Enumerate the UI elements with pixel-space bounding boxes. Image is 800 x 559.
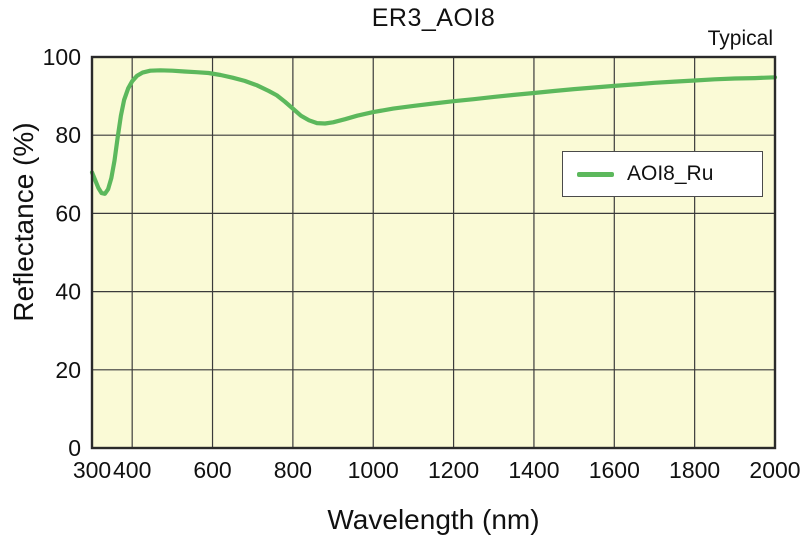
y-tick-label: 0: [68, 435, 81, 461]
legend-series-label: AOI8_Ru: [627, 162, 714, 185]
series-line-AOI8_Ru: [89, 68, 778, 196]
x-tick-label: 800: [274, 457, 312, 483]
x-tick-label: 1800: [669, 457, 720, 483]
y-tick-label: 80: [55, 122, 81, 148]
plot-background: [92, 57, 775, 448]
x-tick-label: 2000: [749, 457, 800, 483]
x-tick-label: 1000: [348, 457, 399, 483]
typical-annotation: Typical: [707, 27, 773, 50]
chart-title: ER3_AOI8: [371, 4, 496, 32]
x-tick-label: 1400: [508, 457, 559, 483]
legend-line-swatch: [577, 171, 614, 177]
y-tick-label: 60: [55, 200, 81, 226]
y-tick-label: 20: [55, 357, 81, 383]
plot-border: [90, 55, 777, 450]
legend: AOI8_Ru: [562, 151, 763, 197]
x-tick-label: 300: [73, 457, 111, 483]
x-tick-label: 1600: [589, 457, 640, 483]
y-tick-label: 100: [43, 44, 81, 70]
x-tick-label: 400: [113, 457, 151, 483]
x-tick-label: 1200: [428, 457, 479, 483]
y-tick-label: 40: [55, 279, 81, 305]
x-tick-label: 600: [193, 457, 231, 483]
x-axis-label: Wavelength (nm): [327, 504, 540, 535]
